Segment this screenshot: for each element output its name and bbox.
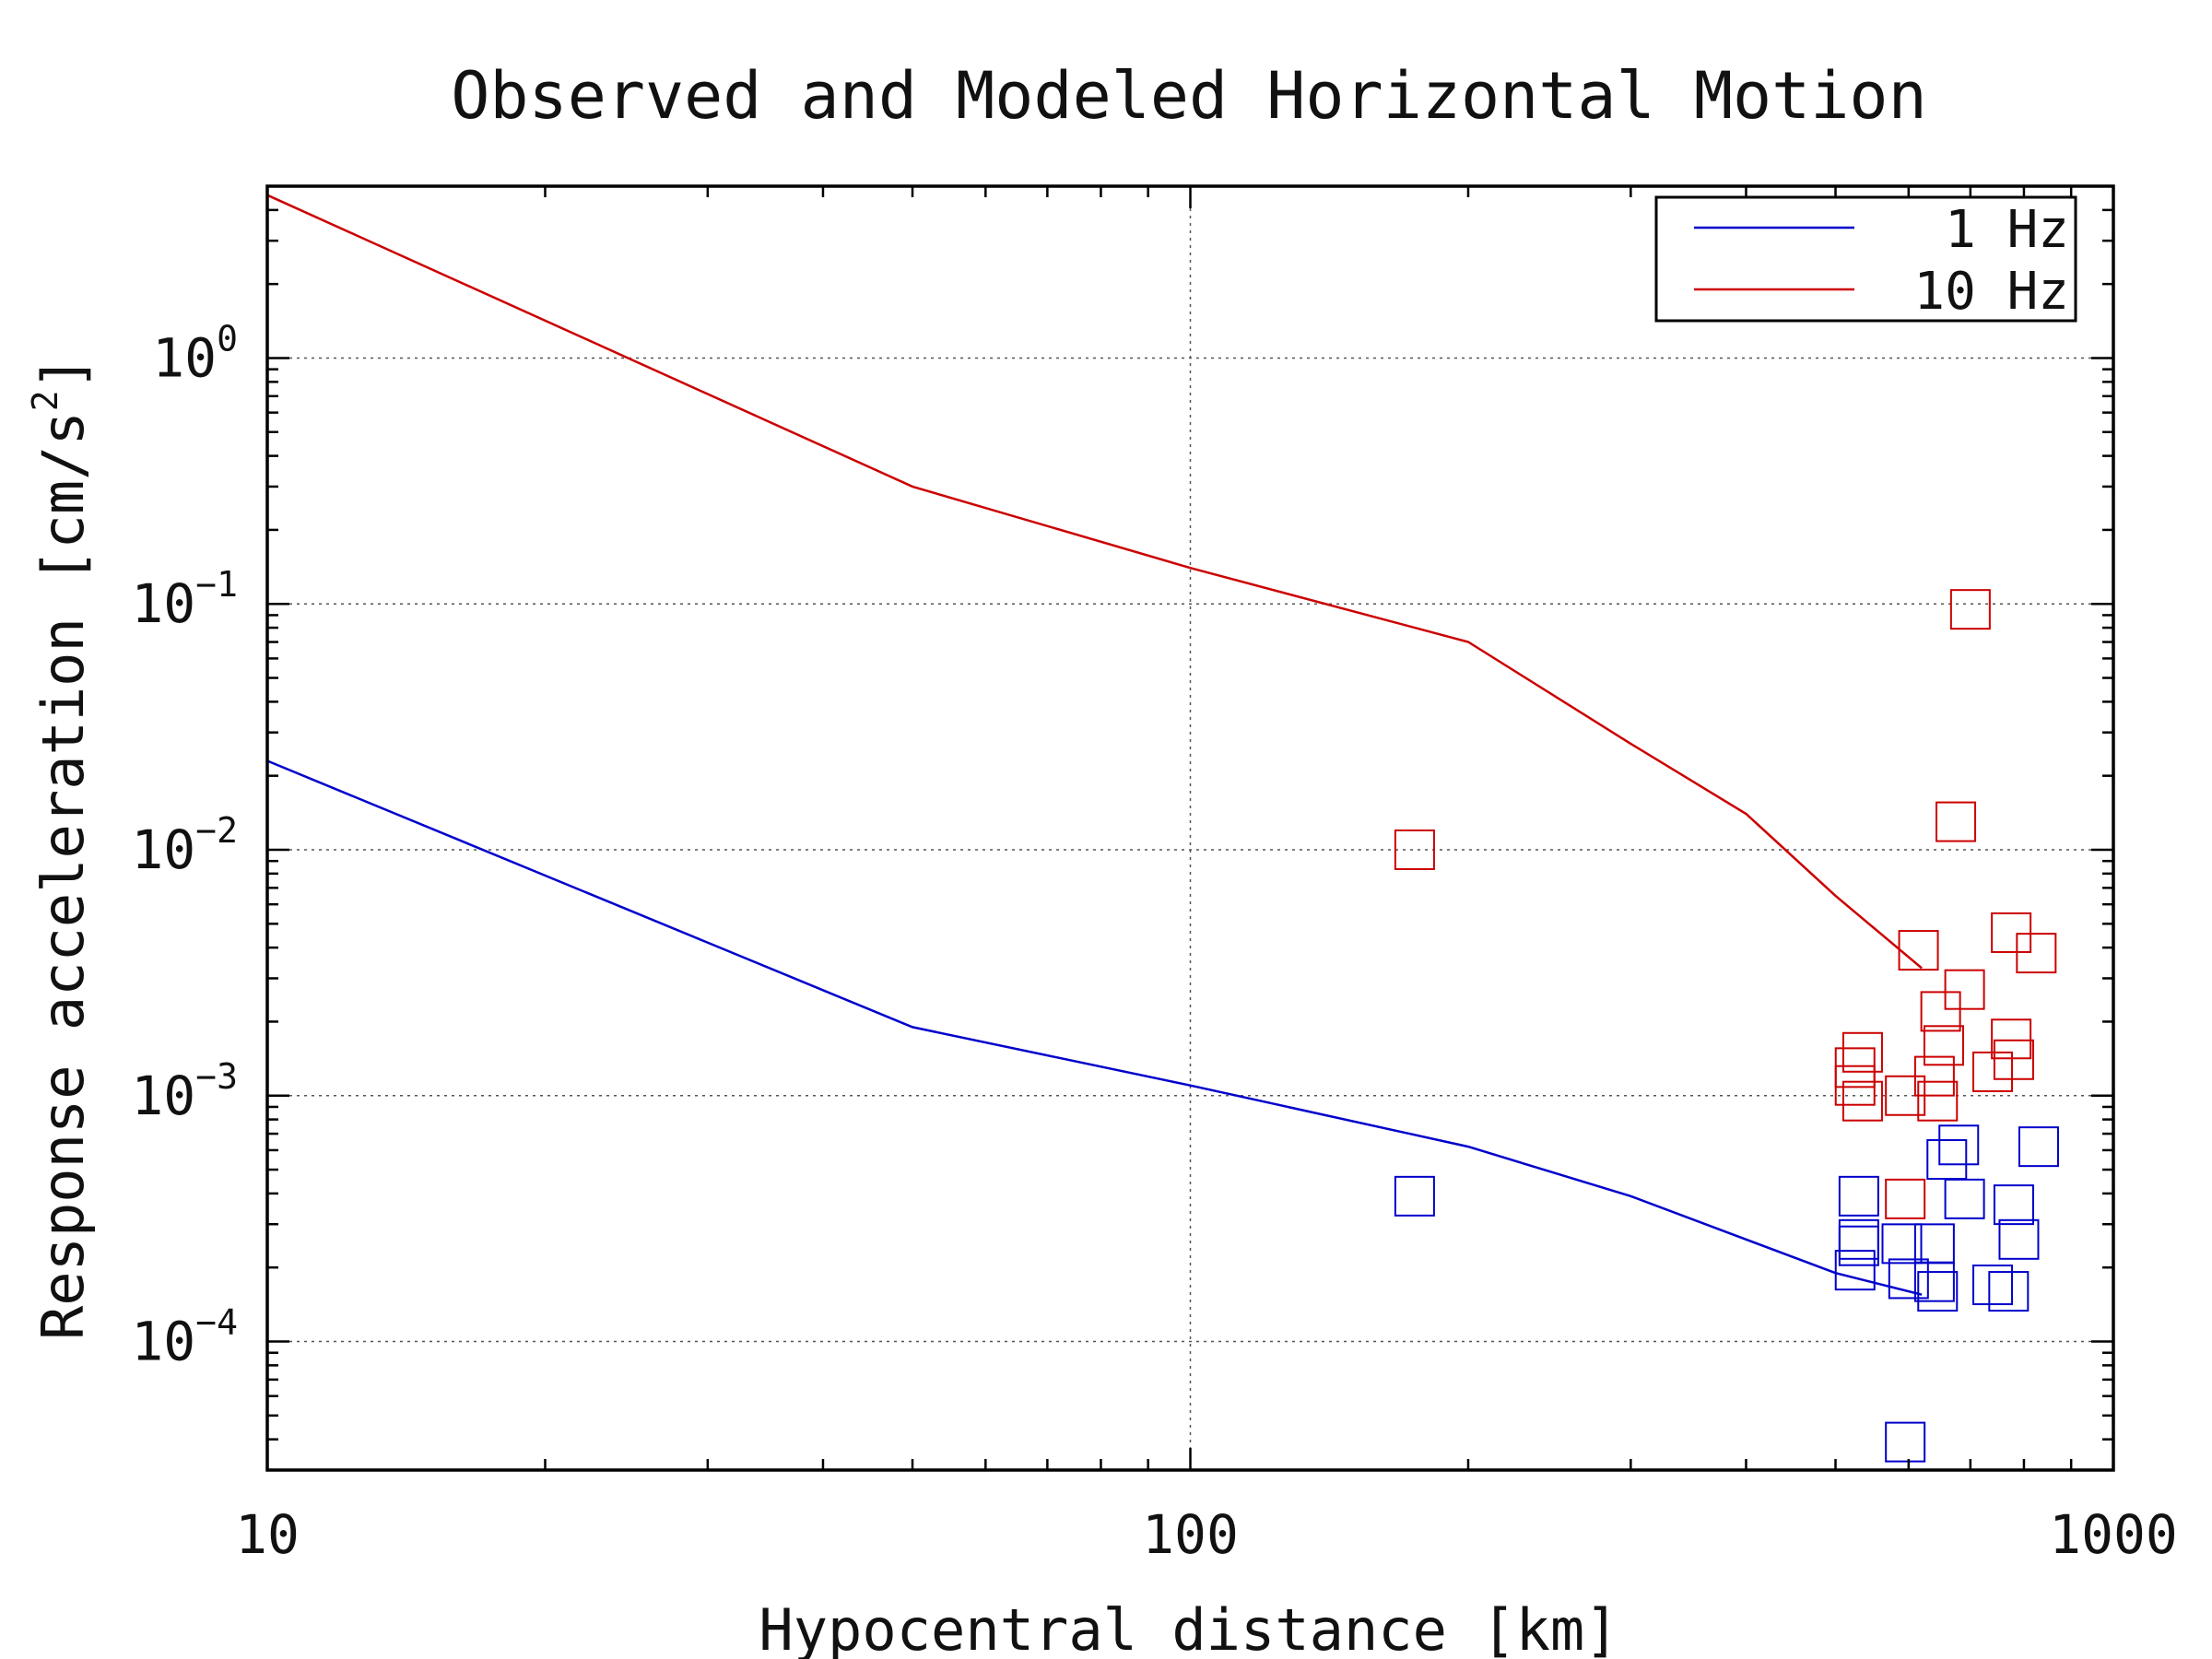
x-tick-label: 100 <box>1142 1503 1239 1566</box>
observed-marker-1hz <box>1888 1258 1929 1300</box>
observed-marker-10hz <box>1898 930 1939 971</box>
model-line-1hz <box>266 759 1923 1296</box>
observed-marker-1hz <box>1944 1178 1985 1219</box>
observed-marker-10hz <box>1923 1025 1964 1066</box>
y-tick-label-base: 10 <box>131 572 195 635</box>
observed-marker-1hz <box>1988 1271 2030 1312</box>
observed-marker-10hz <box>1917 1080 1959 1122</box>
observed-marker-10hz <box>1841 1031 1883 1073</box>
y-tick-label-base: 10 <box>131 1311 195 1373</box>
plot-area <box>266 194 2059 1463</box>
y-tick-label: 10−4 <box>131 1302 238 1373</box>
observed-marker-1hz <box>1913 1261 1955 1302</box>
y-tick-label-exponent: −3 <box>195 1056 238 1097</box>
y-axis-label-close: ] <box>29 356 97 390</box>
y-tick-label: 10−2 <box>131 810 238 881</box>
observed-marker-1hz <box>1838 1225 1879 1266</box>
y-tick-label-exponent: −2 <box>195 810 238 851</box>
legend: 1 Hz 10 Hz <box>1654 195 2077 323</box>
y-tick-label-base: 10 <box>131 818 195 881</box>
observed-marker-1hz <box>1881 1223 1923 1265</box>
y-tick-label: 10−1 <box>131 564 238 635</box>
observed-marker-10hz <box>2016 933 2057 974</box>
observed-marker-10hz <box>1936 801 1977 842</box>
observed-marker-10hz <box>1991 912 2032 953</box>
observed-marker-10hz <box>1834 1065 1876 1106</box>
legend-label-10hz: 10 Hz <box>1913 262 2069 322</box>
observed-marker-10hz <box>1394 829 1435 870</box>
observed-marker-10hz <box>1944 969 1985 1010</box>
y-tick-label: 10−3 <box>131 1056 238 1127</box>
observed-marker-1hz <box>1917 1271 1959 1312</box>
observed-marker-10hz <box>1993 1039 2034 1080</box>
y-tick-label-exponent: −4 <box>195 1302 238 1343</box>
observed-marker-10hz <box>1949 589 1991 630</box>
x-tick-label: 10 <box>235 1503 300 1566</box>
model-line-10hz <box>266 194 1923 970</box>
observed-marker-10hz <box>1885 1178 1926 1219</box>
observed-marker-1hz <box>1834 1250 1876 1291</box>
y-axis-label-exponent: 2 <box>25 390 65 411</box>
chart-title: Observed and Modeled Horizontal Motion <box>451 58 1926 134</box>
y-axis-label-text: Response acceleration [cm/s <box>29 411 97 1340</box>
y-axis-label: Response acceleration [cm/s2] <box>25 356 97 1340</box>
observed-marker-1hz <box>1972 1265 2014 1306</box>
observed-marker-1hz <box>1838 1175 1879 1217</box>
legend-label-1hz: 1 Hz <box>1945 200 2069 260</box>
x-tick-label: 1000 <box>2049 1503 2178 1566</box>
y-tick-label-base: 10 <box>131 1065 195 1127</box>
observed-marker-1hz <box>1993 1184 2034 1226</box>
observed-marker-10hz <box>1841 1080 1883 1122</box>
y-tick-label-exponent: −1 <box>195 564 238 605</box>
y-tick-label-base: 10 <box>152 326 217 389</box>
observed-marker-10hz <box>1920 991 1961 1032</box>
observed-marker-1hz <box>1938 1124 1980 1166</box>
observed-marker-1hz <box>1885 1421 1926 1463</box>
observed-marker-1hz <box>1998 1218 2040 1260</box>
legend-box <box>1654 195 2077 323</box>
observed-marker-1hz <box>2018 1126 2059 1168</box>
x-axis-label: Hypocentral distance [km] <box>759 1596 1618 1659</box>
y-tick-label: 100 <box>152 318 238 389</box>
observed-marker-10hz <box>1991 1018 2032 1060</box>
observed-marker-1hz <box>1394 1175 1435 1217</box>
grid <box>267 186 2113 1470</box>
observed-marker-10hz <box>1913 1055 1955 1097</box>
y-tick-label-exponent: 0 <box>217 318 238 359</box>
